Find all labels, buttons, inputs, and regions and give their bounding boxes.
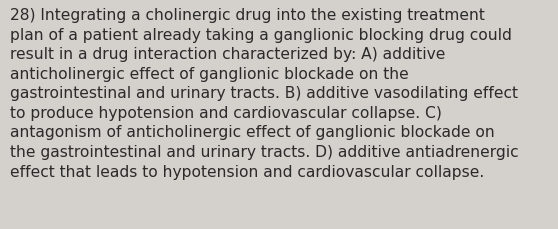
Text: 28) Integrating a cholinergic drug into the existing treatment
plan of a patient: 28) Integrating a cholinergic drug into …: [10, 8, 519, 179]
